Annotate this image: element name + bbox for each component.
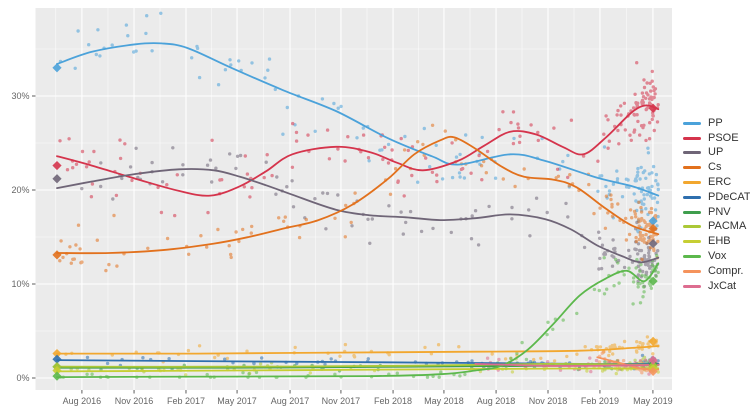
legend-item-pdecat[interactable]: PDeCAT [683,190,750,205]
legend-swatch-cs [683,166,701,170]
legend-label-up: UP [708,146,724,159]
result-marker-start-cs [52,250,62,260]
trend-line-ehb [56,367,660,373]
x-tick-label: Feb 2019 [581,396,619,406]
legend-label-pp: PP [708,116,723,129]
legend-swatch-pp [683,121,701,125]
legend-swatch-vox [683,255,701,259]
x-tick-label: Aug 2016 [63,396,102,406]
legend-label-pdecat: PDeCAT [708,190,750,203]
legend-item-pacma[interactable]: PACMA [683,220,750,235]
y-tick-label: 0% [16,373,29,383]
trend-line-up [56,168,660,264]
x-tick-label: Feb 2018 [374,396,412,406]
y-tick-label: 20% [11,185,29,195]
gridlines [35,8,672,390]
x-tick-label: May 2019 [633,396,673,406]
result-marker-end-vox [648,276,658,286]
legend-item-up[interactable]: UP [683,146,750,161]
x-tick-label: Aug 2018 [477,396,516,406]
legend-item-pnv[interactable]: PNV [683,205,750,220]
x-tick-label: Aug 2017 [271,396,310,406]
trend-line-pp [56,42,660,197]
legend-swatch-pdecat [683,195,701,199]
result-marker-start-ehb [52,365,62,376]
legend-label-pacma: PACMA [708,220,747,233]
legend-item-vox[interactable]: Vox [683,249,750,264]
legend-label-psoe: PSOE [708,131,739,144]
legend-label-pnv: PNV [708,205,731,218]
result-marker-end-cs [648,223,658,234]
chart-legend: PP PSOE UP Cs ERC PDeCAT PNV PACMA EHB Vox Compr. J… [683,116,750,294]
legend-swatch-up [683,151,701,155]
result-marker-start-pdecat [52,354,62,364]
legend-item-psoe[interactable]: PSOE [683,131,750,146]
legend-label-ehb: EHB [708,235,731,248]
result-marker-end-erc [648,336,658,346]
x-tick-label: May 2017 [217,396,257,406]
legend-label-vox: Vox [708,250,727,263]
y-tick-label: 10% [11,279,29,289]
trend-line-cs [56,135,660,255]
x-tick-label: May 2018 [424,396,464,406]
legend-label-erc: ERC [708,176,732,189]
y-tick-label: 30% [11,91,29,101]
legend-swatch-erc [683,181,701,185]
legend-item-compr[interactable]: Compr. [683,264,750,279]
axes: 0% 10% 20% 30% Aug 2016 Nov 2016 Feb 2017 May 2… [11,91,672,406]
trend-lines [56,42,660,378]
x-tick-label: Feb 2017 [167,396,205,406]
legend-label-jxcat: JxCat [708,279,737,292]
legend-item-pp[interactable]: PP [683,116,750,131]
x-tick-label: Nov 2017 [322,396,361,406]
legend-item-cs[interactable]: Cs [683,160,750,175]
legend-swatch-jxcat [683,284,701,288]
trend-line-vox [56,262,660,378]
x-tick-label: Nov 2016 [115,396,154,406]
legend-item-jxcat[interactable]: JxCat [683,279,750,294]
result-marker-end-pp [648,216,658,226]
result-marker-end-psoe [648,103,658,113]
legend-swatch-ehb [683,240,701,244]
legend-swatch-compr [683,269,701,273]
result-marker-start-up [52,174,62,184]
election-markers [52,63,658,381]
legend-swatch-pnv [683,210,701,214]
trend-line-erc [56,345,660,355]
result-marker-end-compr [648,366,658,377]
legend-swatch-pacma [683,225,701,229]
legend-label-cs: Cs [708,161,722,174]
legend-item-erc[interactable]: ERC [683,175,750,190]
legend-item-ehb[interactable]: EHB [683,234,750,249]
x-tick-label: Nov 2018 [529,396,568,406]
legend-label-compr: Compr. [708,264,744,277]
result-marker-start-erc [52,348,62,359]
trend-line-jxcat [474,363,660,367]
result-marker-end-up [648,238,658,249]
result-marker-start-psoe [52,160,62,171]
result-marker-start-pp [52,63,62,73]
trend-line-pacma [56,362,660,368]
chart-panel [35,8,672,390]
result-marker-end-jxcat [648,355,658,365]
result-marker-start-vox [52,371,62,381]
legend-swatch-psoe [683,136,701,140]
trend-line-psoe [56,104,660,197]
